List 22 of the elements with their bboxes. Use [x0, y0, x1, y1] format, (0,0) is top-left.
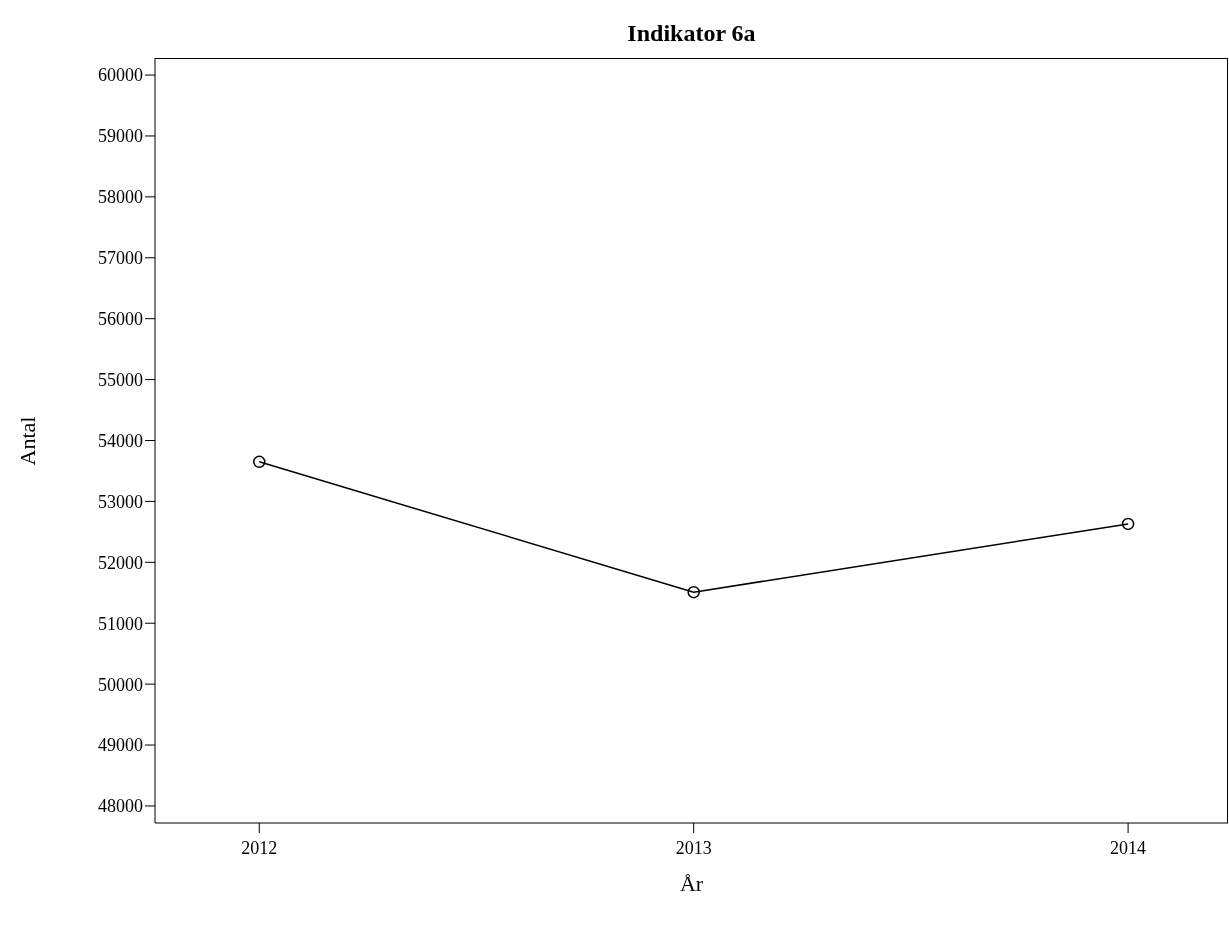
y-tick-label: 54000 — [98, 430, 143, 451]
chart-title: Indikator 6a — [626, 20, 757, 47]
point — [253, 455, 266, 469]
y-tick-label: 58000 — [98, 187, 143, 208]
point — [687, 585, 700, 599]
x-axis-title: År — [678, 871, 705, 897]
y-tick-label: 59000 — [98, 126, 143, 147]
x-tick-label: 2013 — [675, 837, 712, 858]
x-tick-label: 2012 — [241, 837, 278, 858]
y-tick-label: 53000 — [98, 491, 143, 512]
y-tick-label: 56000 — [98, 309, 143, 330]
point — [1121, 517, 1135, 531]
y-axis-title: Antal — [15, 416, 41, 465]
y-tick-label: 52000 — [98, 552, 143, 573]
y-tick-label: 49000 — [98, 735, 143, 756]
y-tick-label: 55000 — [98, 369, 143, 390]
y-tick-label: 51000 — [98, 613, 143, 634]
y-tick-label: 50000 — [98, 674, 143, 695]
y-tick-label: 57000 — [98, 248, 143, 269]
x-tick-label: 2014 — [1110, 837, 1147, 858]
y-tick-label: 48000 — [98, 796, 143, 817]
y-tick-label: 60000 — [98, 65, 143, 86]
